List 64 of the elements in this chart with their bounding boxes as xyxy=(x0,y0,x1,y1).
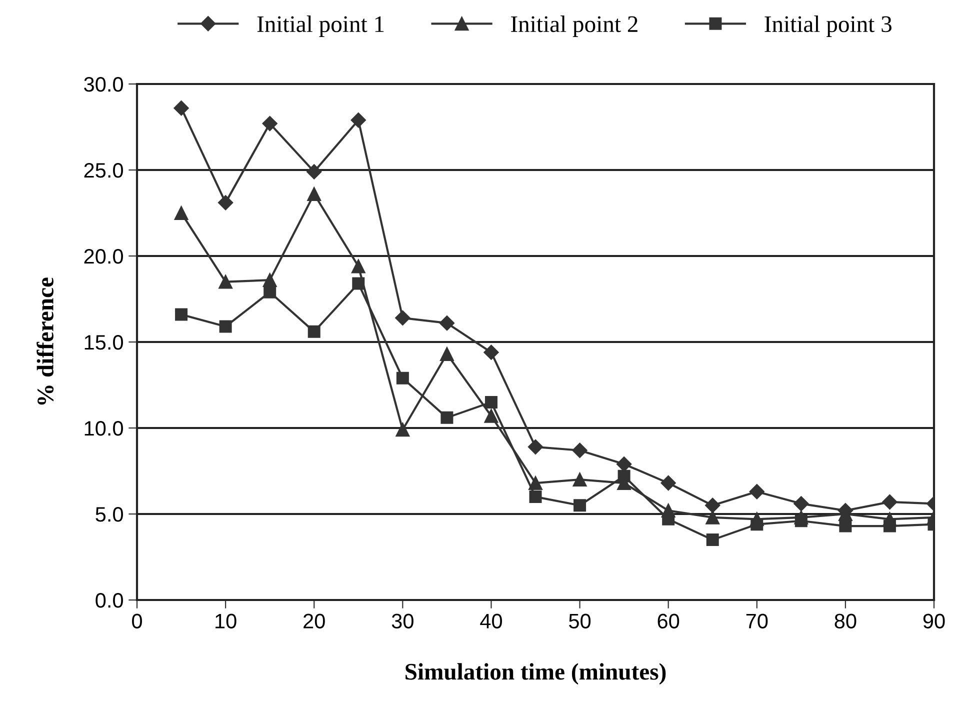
point xyxy=(882,494,898,510)
point xyxy=(219,320,232,333)
point xyxy=(528,439,544,454)
point xyxy=(306,164,322,180)
point xyxy=(574,499,586,512)
point xyxy=(396,422,410,437)
point xyxy=(528,476,542,490)
point xyxy=(484,396,498,408)
point xyxy=(262,273,277,288)
point xyxy=(706,510,720,524)
point xyxy=(882,512,897,526)
point xyxy=(750,512,764,526)
legend-label: Initial point 2 xyxy=(511,16,638,37)
point xyxy=(308,325,320,338)
x-tick-label: 50 xyxy=(569,614,591,628)
point xyxy=(440,411,454,424)
point xyxy=(616,456,632,472)
x-tick-label: 70 xyxy=(746,614,768,628)
point xyxy=(440,347,454,361)
legend-label: Initial point 1 xyxy=(257,16,384,37)
point xyxy=(706,534,719,546)
y-tick-label: 30.0 xyxy=(84,77,123,92)
point xyxy=(660,475,676,491)
y-tick-label: 10.0 xyxy=(84,421,123,436)
y-tick-label: 5.0 xyxy=(96,507,123,522)
point xyxy=(396,372,409,384)
point xyxy=(749,484,764,500)
point xyxy=(529,490,542,504)
y-tick-label: 25.0 xyxy=(84,163,123,178)
x-tick-label: 80 xyxy=(834,614,856,628)
point xyxy=(175,308,188,321)
point xyxy=(439,316,455,331)
y-axis-title: % difference xyxy=(36,278,54,405)
point xyxy=(794,496,809,512)
point xyxy=(484,409,498,423)
point xyxy=(218,274,232,289)
point xyxy=(395,310,410,326)
point xyxy=(174,100,189,116)
y-tick-label: 15.0 xyxy=(84,335,123,350)
point xyxy=(218,195,234,210)
x-tick-label: 0 xyxy=(132,614,142,628)
x-axis-title: Simulation time (minutes) xyxy=(406,663,666,685)
y-tick-label: 20.0 xyxy=(84,249,123,264)
point xyxy=(174,206,188,220)
point xyxy=(794,510,808,524)
point xyxy=(839,520,852,532)
x-tick-label: 30 xyxy=(392,614,414,628)
point xyxy=(572,442,588,458)
point xyxy=(484,344,499,360)
x-tick-label: 10 xyxy=(216,614,236,628)
y-tick-label: 0.0 xyxy=(96,593,123,608)
point xyxy=(307,187,322,202)
x-tick-label: 90 xyxy=(923,614,945,628)
point xyxy=(262,116,278,132)
point xyxy=(351,259,366,274)
point xyxy=(264,286,276,298)
legend-label: Initial point 3 xyxy=(764,16,892,37)
point xyxy=(350,112,366,128)
x-tick-label: 60 xyxy=(658,614,680,628)
point xyxy=(705,498,720,513)
x-tick-label: 40 xyxy=(480,614,502,628)
point xyxy=(572,472,587,487)
point xyxy=(661,504,676,518)
x-tick-label: 20 xyxy=(304,614,325,628)
